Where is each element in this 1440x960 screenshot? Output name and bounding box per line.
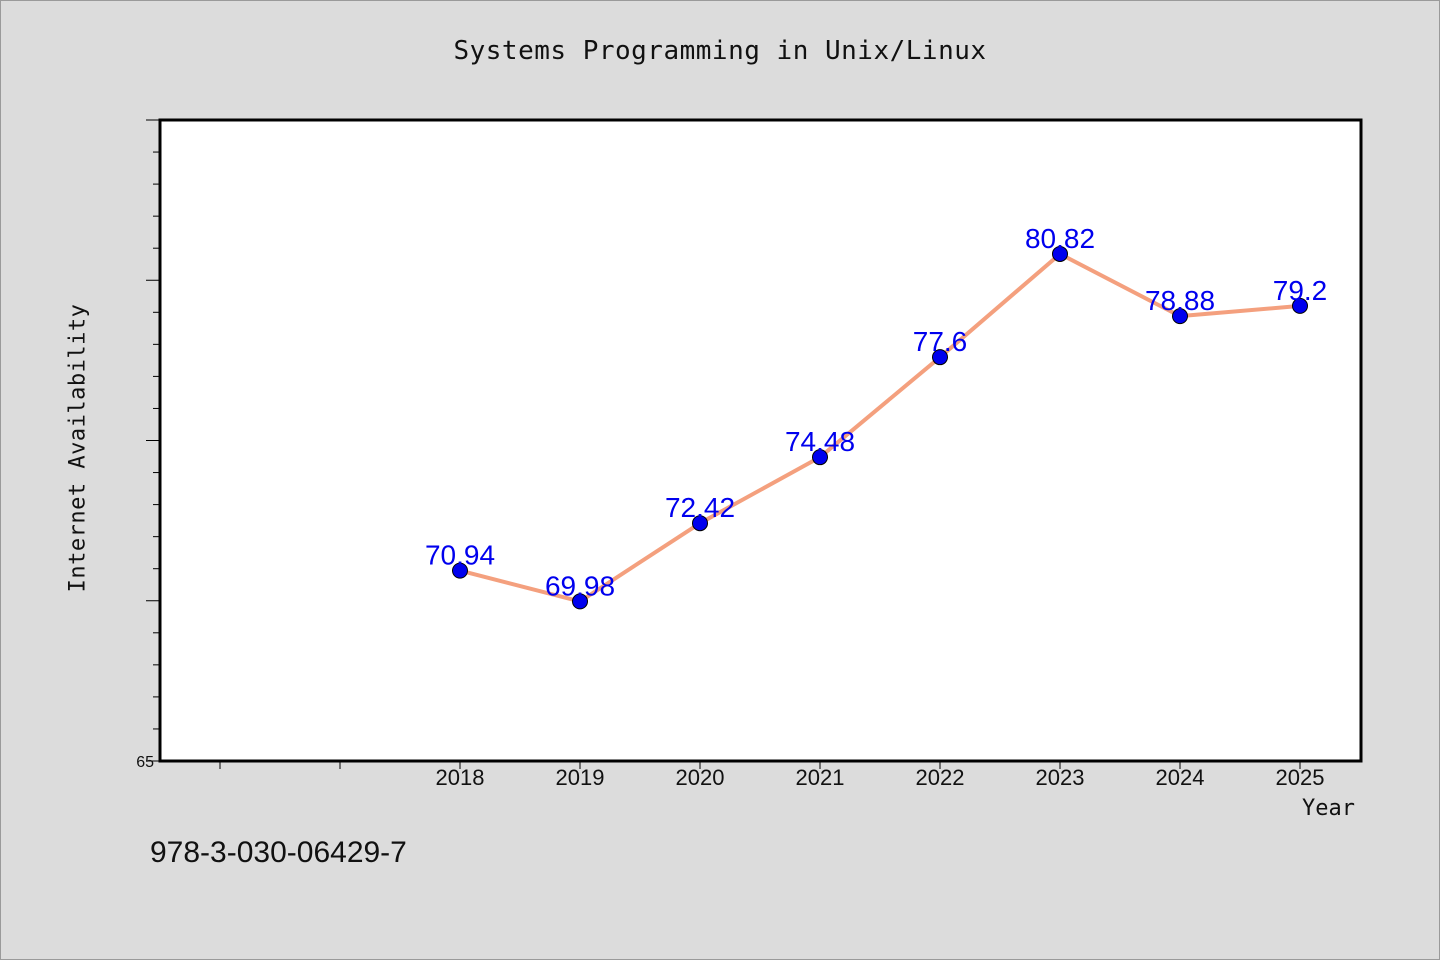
x-tick-label: 2019 — [556, 765, 605, 790]
y-axis-ticks: 65 — [136, 119, 160, 771]
x-axis-label: Year — [1302, 796, 1355, 821]
data-label: 69.98 — [545, 570, 615, 601]
series-line — [458, 251, 1302, 604]
data-label: 79.2 — [1273, 275, 1328, 306]
footnote-isbn: 978-3-030-06429-7 — [150, 836, 407, 869]
x-tick-label: 2024 — [1156, 765, 1205, 790]
x-tick-label: 2022 — [916, 765, 965, 790]
y-tick-label: 65 — [136, 754, 154, 771]
data-point — [572, 593, 588, 610]
data-label: 70.94 — [425, 540, 495, 571]
x-tick-label: 2023 — [1036, 765, 1085, 790]
chart-title: Systems Programming in Unix/Linux — [453, 36, 987, 66]
x-tick-label: 2020 — [676, 765, 725, 790]
data-point — [932, 349, 948, 366]
data-point — [1052, 245, 1068, 262]
series-group: 70.94 69.98 72.42 74.48 77.6 80.82 78.88 79.2 — [425, 223, 1328, 610]
y-axis-label: Internet Availability — [65, 303, 91, 593]
data-label: 80.82 — [1025, 223, 1095, 254]
data-point — [452, 562, 468, 579]
data-point — [692, 515, 708, 532]
plot-area — [158, 118, 1363, 763]
x-tick-label: 2018 — [436, 765, 485, 790]
data-label: 77.6 — [913, 326, 968, 357]
data-point — [1292, 297, 1308, 314]
data-label: 72.42 — [665, 492, 735, 523]
data-label: 78.88 — [1145, 285, 1215, 316]
x-axis-ticks: 2018 2019 2020 2021 2022 2023 2024 2025 — [219, 761, 1325, 790]
data-label: 74.48 — [785, 426, 855, 457]
x-tick-label: 2025 — [1276, 765, 1325, 790]
data-point — [1172, 308, 1188, 325]
data-point — [812, 449, 828, 466]
x-tick-label: 2021 — [796, 765, 845, 790]
